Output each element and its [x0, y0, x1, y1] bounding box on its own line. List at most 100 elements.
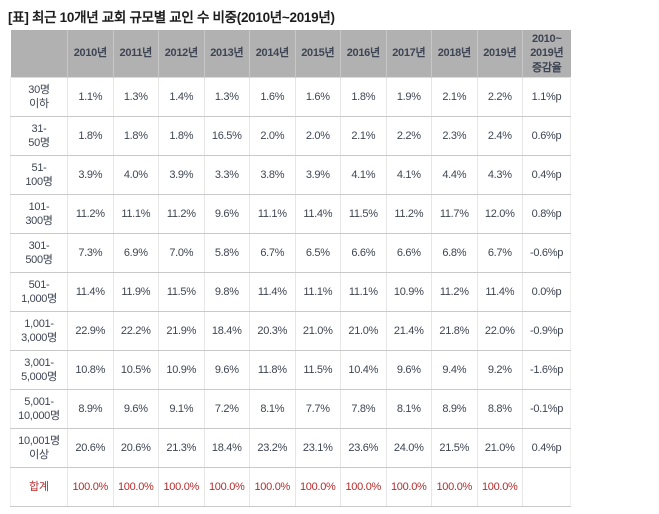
table-row: 30명 이하 1.1% 1.3% 1.4% 1.3% 1.6% 1.6% 1.8% 1.9% 2.…: [10, 77, 571, 117]
value-cell: 11.1%: [340, 272, 387, 312]
value-cell: 100.0%: [476, 467, 523, 507]
change-cell: 0.6%p: [522, 116, 571, 156]
value-cell: 2.2%: [476, 77, 523, 117]
table-row: 301- 500명 7.3% 6.9% 7.0% 5.8% 6.7% 6.5% 6.6% 6.6…: [10, 233, 571, 273]
total-row: 합계 100.0% 100.0% 100.0% 100.0% 100.0% 100.0% 10…: [10, 467, 571, 507]
col-header-year: 2014년: [249, 30, 295, 78]
value-cell: 7.0%: [158, 233, 205, 273]
change-cell: -1.6%p: [522, 350, 571, 390]
value-cell: 1.8%: [340, 77, 387, 117]
value-cell: 2.3%: [431, 116, 478, 156]
value-cell: 6.5%: [294, 233, 341, 273]
value-cell: 11.4%: [67, 272, 114, 312]
value-cell: 7.8%: [340, 389, 387, 429]
value-cell: 9.8%: [203, 272, 250, 312]
value-cell: 8.1%: [249, 389, 296, 429]
col-header-year: 2013년: [203, 30, 250, 78]
value-cell: 10.5%: [112, 350, 159, 390]
row-label: 3,001- 5,000명: [10, 350, 68, 390]
value-cell: 9.6%: [385, 350, 432, 390]
value-cell: 8.1%: [385, 389, 432, 429]
value-cell: 3.9%: [294, 155, 341, 195]
value-cell: 9.6%: [203, 194, 250, 234]
col-header-year: 2015년: [294, 30, 341, 78]
value-cell: 23.6%: [340, 428, 387, 468]
row-label: 31- 50명: [10, 116, 68, 156]
value-cell: 20.6%: [112, 428, 159, 468]
value-cell: 16.5%: [203, 116, 250, 156]
table-row: 101- 300명 11.2% 11.1% 11.2% 9.6% 11.1% 11.4% 11…: [10, 194, 571, 234]
value-cell: 21.3%: [158, 428, 205, 468]
value-cell: 10.9%: [158, 350, 205, 390]
value-cell: 18.4%: [203, 311, 250, 351]
value-cell: 6.8%: [431, 233, 478, 273]
value-cell: 6.6%: [385, 233, 432, 273]
value-cell: 9.1%: [158, 389, 205, 429]
value-cell: 21.0%: [340, 311, 387, 351]
row-label: 5,001- 10,000명: [10, 389, 68, 429]
value-cell: 100.0%: [340, 467, 387, 507]
value-cell: 100.0%: [158, 467, 205, 507]
col-header-year: 2012년: [158, 30, 204, 78]
value-cell: 2.2%: [385, 116, 432, 156]
value-cell: 4.0%: [112, 155, 159, 195]
value-cell: 3.9%: [67, 155, 114, 195]
change-cell: 0.4%p: [522, 155, 571, 195]
data-table: 2010년 2011년 2012년 2013년 2014년 2015년 2016년 2017년…: [10, 30, 571, 507]
value-cell: 2.1%: [340, 116, 387, 156]
value-cell: 4.1%: [340, 155, 387, 195]
value-cell: 1.4%: [158, 77, 205, 117]
value-cell: 4.4%: [431, 155, 478, 195]
table-row: 51- 100명 3.9% 4.0% 3.9% 3.3% 3.8% 3.9% 4.1% 4.1%…: [10, 155, 571, 195]
value-cell: 20.6%: [67, 428, 114, 468]
value-cell: 21.5%: [431, 428, 478, 468]
value-cell: 11.2%: [431, 272, 478, 312]
value-cell: 11.4%: [249, 272, 296, 312]
value-cell: 21.0%: [476, 428, 523, 468]
value-cell: 23.2%: [249, 428, 296, 468]
value-cell: 11.2%: [67, 194, 114, 234]
value-cell: 9.6%: [112, 389, 159, 429]
value-cell: 100.0%: [249, 467, 296, 507]
value-cell: 10.4%: [340, 350, 387, 390]
value-cell: 3.8%: [249, 155, 296, 195]
change-cell: 0.4%p: [522, 428, 571, 468]
value-cell: 21.0%: [294, 311, 341, 351]
value-cell: 11.1%: [294, 272, 341, 312]
value-cell: 11.4%: [294, 194, 341, 234]
change-cell: 0.0%p: [522, 272, 571, 312]
corner-cell: [10, 30, 68, 78]
value-cell: 7.7%: [294, 389, 341, 429]
row-label: 501- 1,000명: [10, 272, 68, 312]
value-cell: 6.7%: [476, 233, 523, 273]
value-cell: 1.3%: [112, 77, 159, 117]
value-cell: 1.8%: [67, 116, 114, 156]
header-row: 2010년 2011년 2012년 2013년 2014년 2015년 2016년 2017년…: [10, 30, 571, 78]
value-cell: 5.8%: [203, 233, 250, 273]
col-header-year: 2010년: [67, 30, 113, 78]
table-header: 2010년 2011년 2012년 2013년 2014년 2015년 2016년 2017년…: [10, 30, 571, 78]
value-cell: 21.9%: [158, 311, 205, 351]
table-row: 10,001명 이상 20.6% 20.6% 21.3% 18.4% 23.2% 23.1%…: [10, 428, 571, 468]
row-label: 51- 100명: [10, 155, 68, 195]
col-header-year: 2016년: [340, 30, 386, 78]
value-cell: 6.7%: [249, 233, 296, 273]
col-header-year: 2019년: [476, 30, 523, 78]
value-cell: 9.6%: [203, 350, 250, 390]
value-cell: 1.9%: [385, 77, 432, 117]
value-cell: 2.1%: [431, 77, 478, 117]
value-cell: 100.0%: [431, 467, 478, 507]
row-label: 30명 이하: [10, 77, 68, 117]
value-cell: 4.3%: [476, 155, 523, 195]
value-cell: 11.1%: [249, 194, 296, 234]
value-cell: 23.1%: [294, 428, 341, 468]
value-cell: 10.8%: [67, 350, 114, 390]
value-cell: 2.0%: [294, 116, 341, 156]
table-row: 1,001- 3,000명 22.9% 22.2% 21.9% 18.4% 20.3% 21…: [10, 311, 571, 351]
change-cell: 0.8%p: [522, 194, 571, 234]
value-cell: 8.9%: [67, 389, 114, 429]
col-header-year: 2018년: [431, 30, 477, 78]
value-cell: 20.3%: [249, 311, 296, 351]
col-header-change: 2010~ 2019년 증감율: [522, 30, 571, 78]
value-cell: 7.2%: [203, 389, 250, 429]
